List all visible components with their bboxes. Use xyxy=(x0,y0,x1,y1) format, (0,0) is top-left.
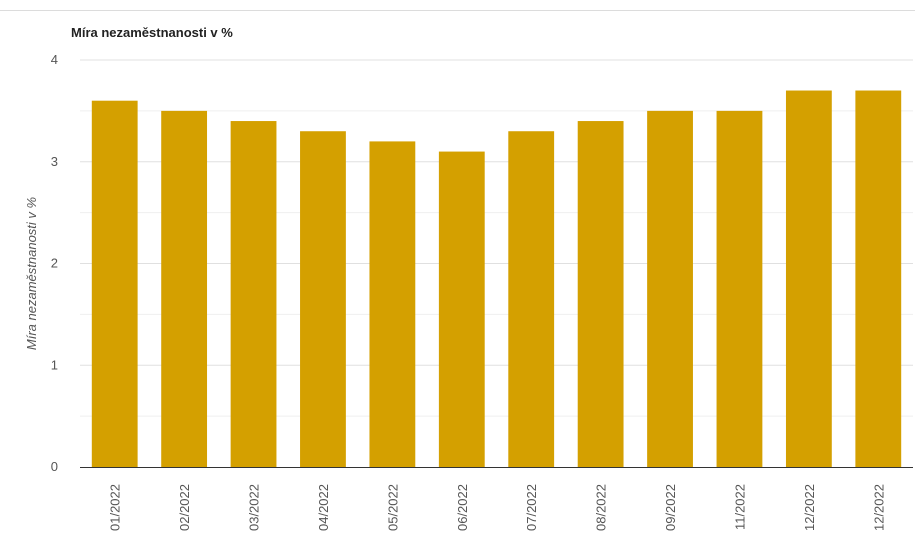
bar[interactable] xyxy=(785,90,832,468)
y-tick-label: 1 xyxy=(51,357,58,372)
x-tick-label: 06/2022 xyxy=(455,484,470,531)
bar[interactable] xyxy=(577,121,624,468)
bars xyxy=(91,90,902,468)
y-axis-title: Míra nezaměstnanosti v % xyxy=(24,197,39,350)
gridlines xyxy=(80,59,913,417)
x-tick-label: 02/2022 xyxy=(177,484,192,531)
x-tick-label: 01/2022 xyxy=(108,484,123,531)
y-tick-label: 4 xyxy=(51,52,58,67)
x-tick-label: 12/2022 xyxy=(802,484,817,531)
x-tick-labels: 01/2022 02/2022 03/2022 04/2022 05/2022 06/20… xyxy=(108,484,887,531)
x-tick-label: 04/2022 xyxy=(316,484,331,531)
bar[interactable] xyxy=(508,131,555,467)
y-tick-labels: 0 1 2 3 4 xyxy=(51,52,58,474)
x-tick-label: 07/2022 xyxy=(524,484,539,531)
bar[interactable] xyxy=(855,90,902,468)
bar[interactable] xyxy=(369,141,416,467)
y-tick-label: 0 xyxy=(51,459,58,474)
bar[interactable] xyxy=(438,151,485,467)
x-tick-label: 12/2022 xyxy=(871,484,886,531)
chart-title: Míra nezaměstnanosti v % xyxy=(71,25,233,40)
y-tick-label: 2 xyxy=(51,256,58,271)
bar[interactable] xyxy=(647,110,693,467)
x-tick-label: 11/2022 xyxy=(732,484,747,530)
bar[interactable] xyxy=(91,100,138,467)
x-tick-label: 09/2022 xyxy=(663,484,678,531)
y-tick-label: 3 xyxy=(51,154,58,169)
top-divider xyxy=(0,10,915,11)
x-tick-label: 05/2022 xyxy=(385,484,400,531)
x-tick-label: 03/2022 xyxy=(247,484,262,531)
bar[interactable] xyxy=(716,110,763,467)
bar[interactable] xyxy=(230,121,277,468)
bar[interactable] xyxy=(300,131,346,467)
x-tick-label: 08/2022 xyxy=(594,484,609,531)
bar[interactable] xyxy=(161,110,208,467)
